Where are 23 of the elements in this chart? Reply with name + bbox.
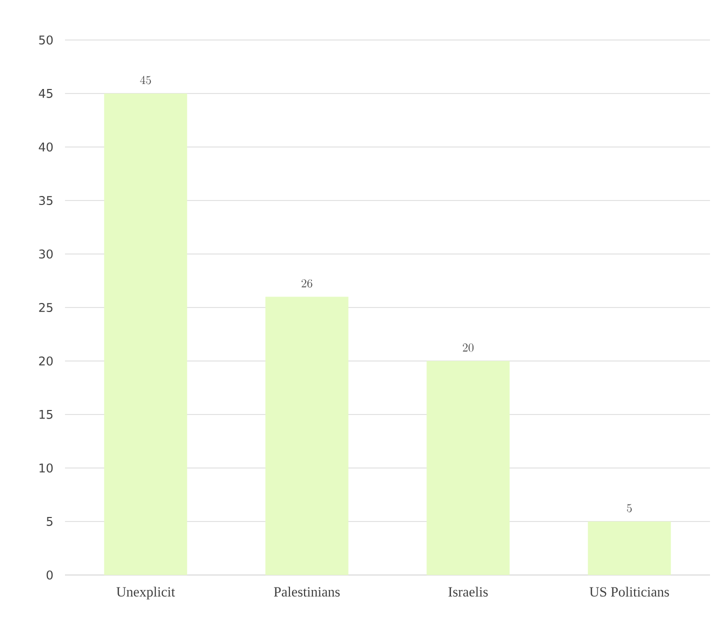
- y-tick-label: 0: [46, 570, 53, 580]
- y-tick-label: 30: [39, 249, 53, 259]
- x-tick-label: Unexplicit: [116, 586, 175, 600]
- bar: [426, 360, 510, 575]
- data-label: 5: [627, 504, 632, 512]
- y-tick-label: 25: [39, 302, 52, 312]
- y-tick-label: 10: [40, 463, 53, 473]
- y-tick-label: 50: [39, 35, 53, 45]
- data-label: 45: [140, 76, 151, 84]
- bar: [588, 522, 671, 575]
- y-tick-label: 5: [46, 517, 52, 526]
- y-tick-label: 20: [39, 356, 53, 366]
- y-tick-label: 45: [38, 89, 52, 98]
- y-tick-label: 15: [40, 410, 52, 419]
- y-tick-label: 40: [38, 142, 53, 152]
- data-label: 20: [462, 344, 474, 352]
- data-label: 26: [302, 279, 312, 288]
- x-tick-label: Israelis: [448, 586, 488, 597]
- x-tick-label: US Politicians: [590, 586, 669, 597]
- bar: [104, 93, 188, 575]
- bar: [265, 296, 348, 575]
- y-tick-label: 35: [39, 196, 52, 206]
- x-tick-label: Palestinians: [274, 586, 340, 597]
